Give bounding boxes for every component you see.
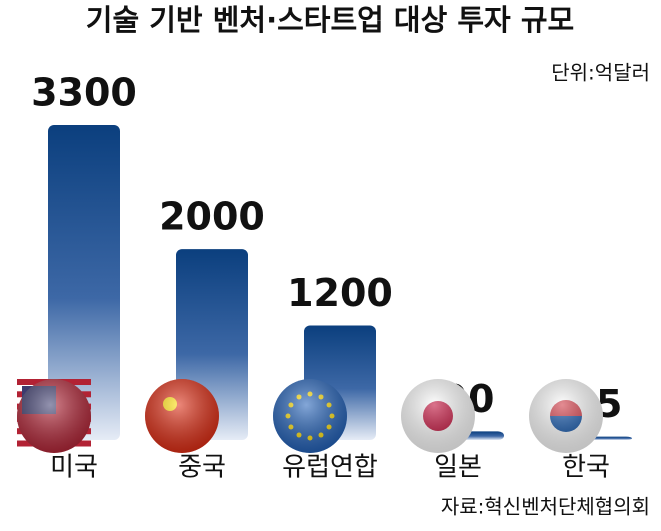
flag-shine — [401, 379, 475, 453]
flag-shine — [17, 379, 91, 453]
unit-label: 단위:억달러 — [551, 61, 650, 85]
flag-shine — [145, 379, 219, 453]
value-label: 3300 — [31, 71, 137, 115]
x-tick-label: 미국 — [50, 453, 98, 483]
value-label: 1200 — [287, 271, 393, 315]
bar — [48, 125, 120, 440]
flag-shine — [273, 379, 347, 453]
x-tick-label: 중국 — [178, 453, 226, 483]
x-tick-label: 일본 — [434, 453, 482, 483]
value-label: 2000 — [159, 195, 265, 239]
x-tick-label: 유럽연합 — [282, 453, 378, 483]
source-label: 자료:혁신벤처단체협의회 — [441, 495, 650, 519]
x-tick-label: 한국 — [562, 453, 610, 483]
chart-title: 기술 기반 벤처·스타트업 대상 투자 규모 — [86, 3, 574, 37]
flag-shine — [529, 379, 603, 453]
